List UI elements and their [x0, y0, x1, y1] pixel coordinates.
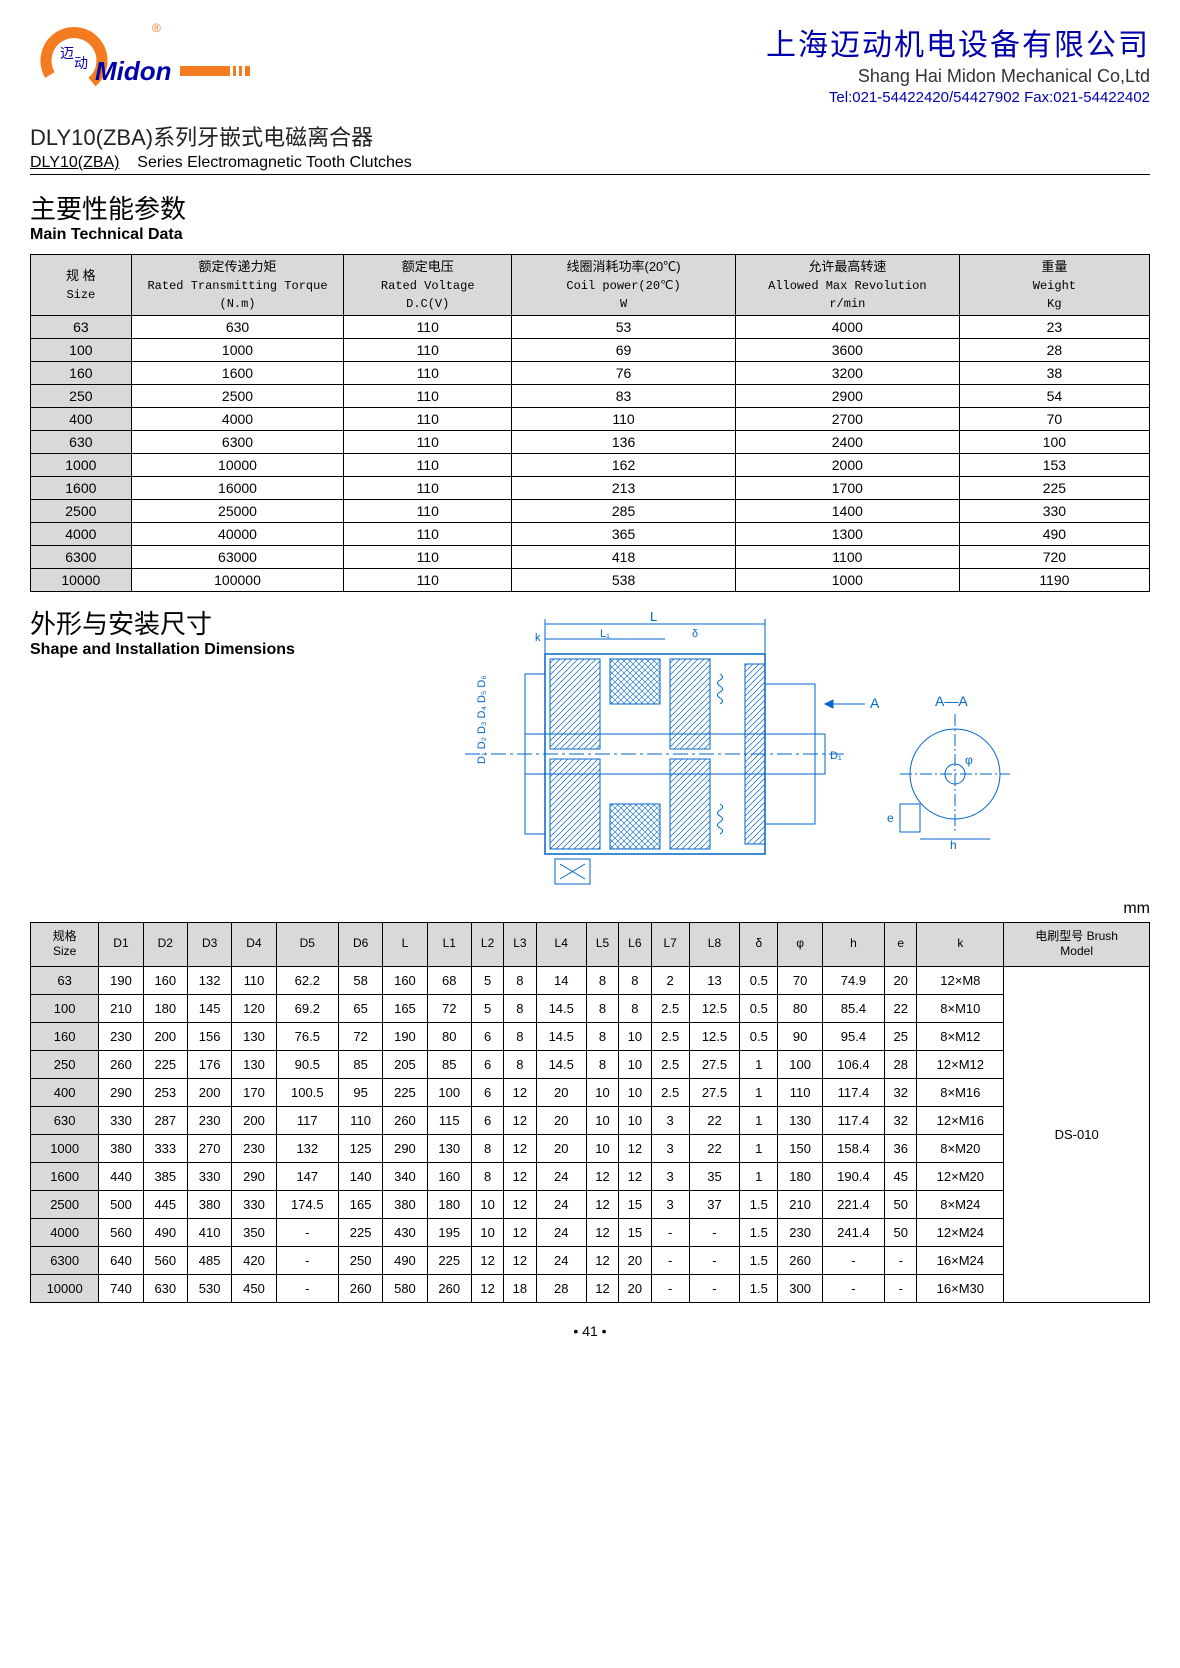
svg-text:迈: 迈 [60, 46, 74, 62]
dims-header: h [822, 922, 884, 966]
svg-text:D₁: D₁ [830, 750, 842, 762]
dims-header: L1 [427, 922, 471, 966]
company-info: 上海迈动机电设备有限公司 Shang Hai Midon Mechanical … [766, 20, 1150, 108]
dims-header: D1 [99, 922, 143, 966]
table-row: 25026022517613090.585205856814.58102.527… [31, 1050, 1150, 1078]
dims-header: D5 [276, 922, 338, 966]
tech-header: 允许最高转速Allowed Max Revolutionr/min [735, 255, 959, 316]
dimensions-section: 外形与安装尺寸 Shape and Installation Dimension… [30, 604, 1150, 904]
dims-header: 电刷型号 BrushModel [1004, 922, 1150, 966]
dims-header: D3 [187, 922, 231, 966]
dims-header: δ [740, 922, 778, 966]
table-row: 6363011053400023 [31, 315, 1150, 338]
svg-text:Midon: Midon [95, 56, 172, 86]
svg-text:L: L [650, 609, 657, 624]
dims-header: D4 [232, 922, 276, 966]
svg-text:®: ® [152, 21, 161, 35]
table-row: 10021018014512069.265165725814.5882.512.… [31, 994, 1150, 1022]
table-row: 1600160001102131700225 [31, 476, 1150, 499]
tech-header: 线圈消耗功率(20℃)Coil power(20℃)W [512, 255, 736, 316]
company-contact: Tel:021-54422420/54427902 Fax:021-544224… [766, 89, 1150, 106]
logo: 迈 动 Midon ® [30, 20, 270, 90]
dims-header: φ [778, 922, 822, 966]
dims-header: L3 [504, 922, 536, 966]
table-row: 400290253200170100.5952251006122010102.5… [31, 1078, 1150, 1106]
table-row: 4000400001103651300490 [31, 522, 1150, 545]
dimensions-table: 规格SizeD1D2D3D4D5D6LL1L2L3L4L5L6L7L8δφhek… [30, 922, 1150, 1303]
dims-header: L6 [619, 922, 651, 966]
svg-text:A—A: A—A [935, 693, 968, 709]
product-title: DLY10(ZBA)系列牙嵌式电磁离合器 [30, 120, 1150, 152]
dims-header: L [383, 922, 427, 966]
table-row: 16023020015613076.572190806814.58102.512… [31, 1022, 1150, 1050]
svg-text:e: e [887, 811, 894, 825]
dims-header: L7 [651, 922, 689, 966]
svg-text:h: h [950, 838, 957, 852]
page-header: 迈 动 Midon ® 上海迈动机电设备有限公司 Shang Hai Midon… [30, 20, 1150, 108]
dims-header: k [917, 922, 1004, 966]
brush-model-cell: DS-010 [1004, 966, 1150, 1302]
svg-text:D₁ D₂ D₃ D₄ D₅ D₆: D₁ D₂ D₃ D₄ D₅ D₆ [476, 675, 488, 764]
dims-header: D2 [143, 922, 187, 966]
tech-header: 重量WeightKg [959, 255, 1149, 316]
product-subtitle: DLY10(ZBA) Series Electromagnetic Tooth … [30, 154, 1150, 175]
table-row: 2500250001102851400330 [31, 499, 1150, 522]
svg-text:A: A [870, 695, 880, 711]
logo-svg: 迈 动 Midon ® [30, 20, 270, 90]
section2-heading-en: Shape and Installation Dimensions [30, 641, 320, 659]
page-number: • 41 • [30, 1323, 1150, 1339]
tech-header: 额定传递力矩Rated Transmitting Torque(N.m) [131, 255, 344, 316]
table-row: 100100011069360028 [31, 338, 1150, 361]
dims-header: L8 [689, 922, 739, 966]
table-row: 1000380333270230132125290130812201012322… [31, 1134, 1150, 1162]
table-row: 6300640560485420-2504902251212241220--1.… [31, 1246, 1150, 1274]
svg-text:k: k [535, 632, 541, 644]
tech-header: 规 格Size [31, 255, 132, 316]
dims-header: e [885, 922, 917, 966]
section1-heading-en: Main Technical Data [30, 226, 1150, 244]
table-row: 6300630001104181100720 [31, 545, 1150, 568]
table-row: 6319016013211062.258160685814882130.5707… [31, 966, 1150, 994]
company-name-en: Shang Hai Midon Mechanical Co,Ltd [766, 66, 1150, 87]
dims-header: L5 [586, 922, 618, 966]
svg-text:δ: δ [692, 628, 698, 640]
section2-heading-cn: 外形与安装尺寸 [30, 604, 320, 641]
table-row: 2500500445380330174.51653801801012241215… [31, 1190, 1150, 1218]
table-row: 1600440385330290147140340160812241212335… [31, 1162, 1150, 1190]
svg-text:φ: φ [965, 753, 973, 767]
table-row: 4004000110110270070 [31, 407, 1150, 430]
dims-header: L2 [471, 922, 503, 966]
svg-text:动: 动 [74, 56, 88, 72]
table-row: 6303302872302001171102601156122010103221… [31, 1106, 1150, 1134]
table-row: 10000740630530450-2605802601218281220--1… [31, 1274, 1150, 1302]
dims-header: L4 [536, 922, 586, 966]
tech-header: 额定电压Rated VoltageD.C(V) [344, 255, 512, 316]
company-name-cn: 上海迈动机电设备有限公司 [766, 20, 1150, 64]
table-row: 250250011083290054 [31, 384, 1150, 407]
table-row: 63063001101362400100 [31, 430, 1150, 453]
section1-heading-cn: 主要性能参数 [30, 189, 1150, 226]
tech-data-table: 规 格Size额定传递力矩Rated Transmitting Torque(N… [30, 254, 1150, 592]
table-row: 1000100001101622000153 [31, 453, 1150, 476]
svg-text:L₁: L₁ [600, 628, 610, 640]
technical-drawing: L L₁ k δ D₁ D₂ D₃ D₄ D₅ D₆ D₁ A A—A [340, 604, 1150, 904]
dims-header: 规格Size [31, 922, 99, 966]
table-row: 4000560490410350-2254301951012241215--1.… [31, 1218, 1150, 1246]
dims-header: D6 [338, 922, 382, 966]
table-row: 160160011076320038 [31, 361, 1150, 384]
table-row: 1000010000011053810001190 [31, 568, 1150, 591]
